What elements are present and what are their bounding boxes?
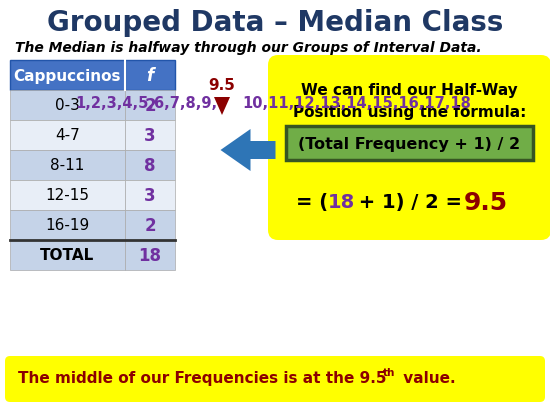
FancyBboxPatch shape [125,121,175,151]
FancyBboxPatch shape [125,211,175,241]
FancyBboxPatch shape [125,181,175,211]
FancyBboxPatch shape [5,356,545,402]
FancyBboxPatch shape [10,181,125,211]
Text: TOTAL: TOTAL [40,248,95,263]
Text: value.: value. [398,371,455,386]
Text: Cappuccinos: Cappuccinos [14,68,121,83]
Text: 3: 3 [144,187,156,205]
Text: 8: 8 [144,157,156,175]
Text: 1,2,3,4,5,6,7,8,9,: 1,2,3,4,5,6,7,8,9, [75,96,217,111]
Text: 10,11,12,13,14,15,16,17,18: 10,11,12,13,14,15,16,17,18 [242,96,471,111]
Text: 18: 18 [328,193,355,212]
FancyBboxPatch shape [10,121,125,151]
Text: 8-11: 8-11 [50,158,85,173]
Text: 2: 2 [144,216,156,234]
FancyBboxPatch shape [125,91,175,121]
Text: 18: 18 [139,246,162,264]
Text: 9.5: 9.5 [208,78,235,93]
FancyBboxPatch shape [268,56,550,241]
Text: 0-3: 0-3 [55,98,80,113]
Text: (Total Frequency + 1) / 2: (Total Frequency + 1) / 2 [299,136,520,151]
FancyBboxPatch shape [286,127,533,161]
Text: f: f [146,67,153,85]
Text: 12-15: 12-15 [46,188,90,203]
Polygon shape [221,130,276,172]
FancyBboxPatch shape [125,151,175,181]
Text: 9.5: 9.5 [464,190,508,215]
FancyBboxPatch shape [10,61,125,91]
FancyBboxPatch shape [125,61,175,91]
Text: The middle of our Frequencies is at the 9.5: The middle of our Frequencies is at the … [18,371,387,386]
FancyBboxPatch shape [10,91,125,121]
FancyBboxPatch shape [10,241,125,270]
Text: + 1) / 2 =: + 1) / 2 = [352,193,469,212]
Text: We can find our Half-Way: We can find our Half-Way [301,82,518,97]
Polygon shape [214,98,230,116]
FancyBboxPatch shape [10,211,125,241]
Text: The Median is halfway through our Groups of Interval Data.: The Median is halfway through our Groups… [15,41,482,55]
Text: 3: 3 [144,127,156,145]
Text: 4-7: 4-7 [55,128,80,143]
Text: Position using the formula:: Position using the formula: [293,104,526,119]
FancyBboxPatch shape [125,241,175,270]
Text: Grouped Data – Median Class: Grouped Data – Median Class [47,9,503,37]
Text: 2: 2 [144,97,156,115]
Text: = (: = ( [296,193,328,212]
Text: th: th [383,367,395,377]
Text: 16-19: 16-19 [45,218,90,233]
FancyBboxPatch shape [10,151,125,181]
